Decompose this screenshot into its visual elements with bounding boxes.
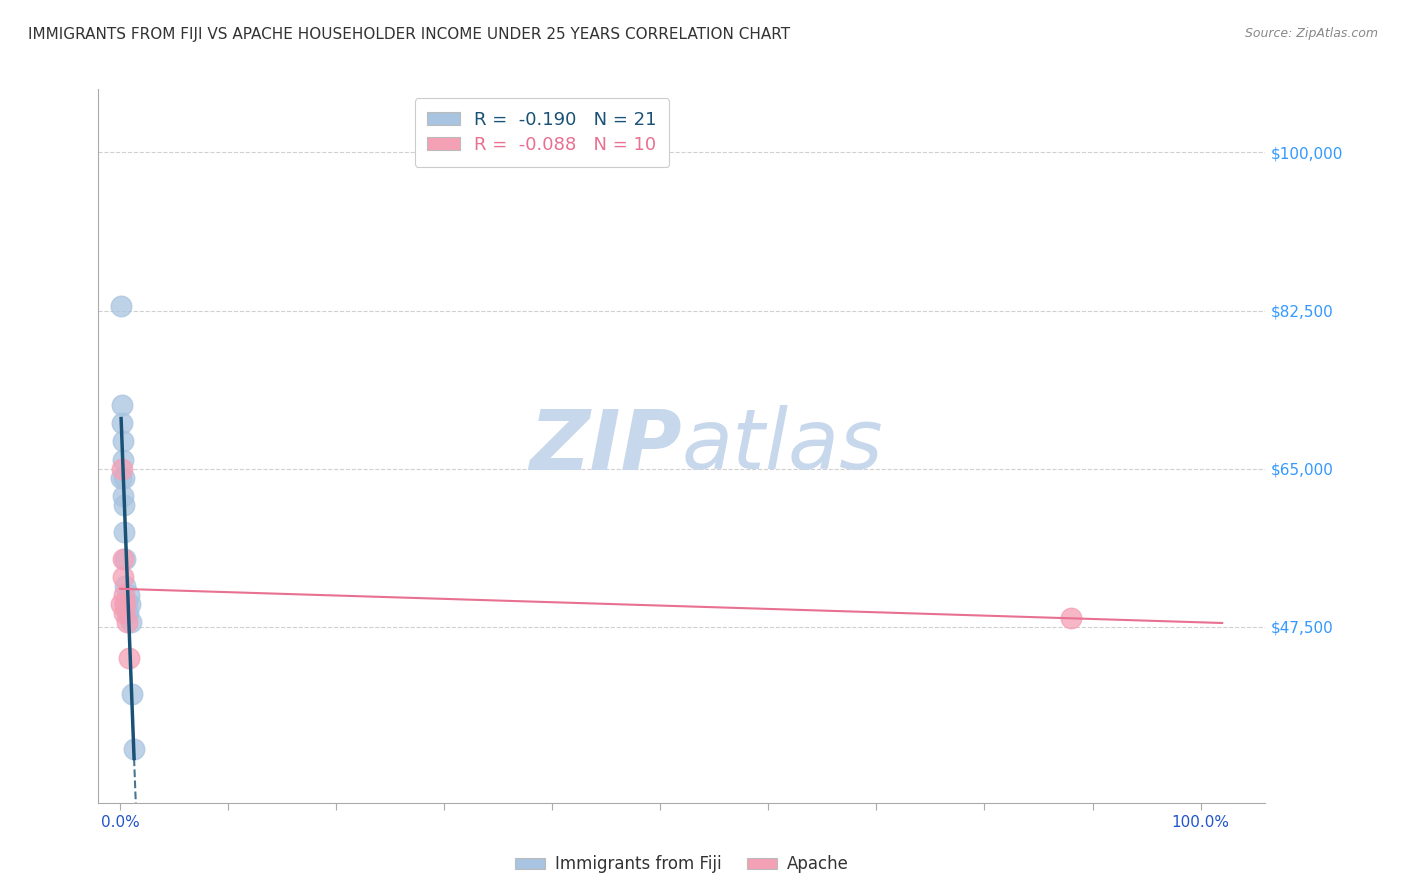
Point [1060, 610, 1083, 624]
Point [112, 470, 135, 484]
Point [112, 452, 135, 467]
Point [118, 597, 141, 611]
Point [115, 606, 138, 620]
Point [111, 398, 134, 412]
Point [110, 597, 132, 611]
Text: atlas: atlas [682, 406, 883, 486]
Point [114, 597, 136, 611]
Point [120, 615, 142, 629]
Point [110, 470, 132, 484]
Point [112, 552, 135, 566]
Point [112, 498, 135, 512]
Point [112, 570, 135, 584]
Point [118, 651, 141, 665]
Text: Source: ZipAtlas.com: Source: ZipAtlas.com [1244, 27, 1378, 40]
Point [117, 606, 139, 620]
Point [111, 461, 134, 475]
Point [114, 552, 136, 566]
Point [118, 588, 141, 602]
Point [112, 524, 135, 539]
Point [112, 434, 135, 449]
Point [112, 588, 135, 602]
Point [110, 299, 132, 313]
Text: ZIP: ZIP [529, 406, 682, 486]
Legend: Immigrants from Fiji, Apache: Immigrants from Fiji, Apache [509, 849, 855, 880]
Point [115, 615, 138, 629]
Point [112, 606, 135, 620]
Point [111, 417, 134, 431]
Point [121, 687, 143, 701]
Point [122, 741, 145, 756]
Point [114, 579, 136, 593]
Point [114, 597, 136, 611]
Point [112, 489, 135, 503]
Text: IMMIGRANTS FROM FIJI VS APACHE HOUSEHOLDER INCOME UNDER 25 YEARS CORRELATION CHA: IMMIGRANTS FROM FIJI VS APACHE HOUSEHOLD… [28, 27, 790, 42]
Point [115, 597, 138, 611]
